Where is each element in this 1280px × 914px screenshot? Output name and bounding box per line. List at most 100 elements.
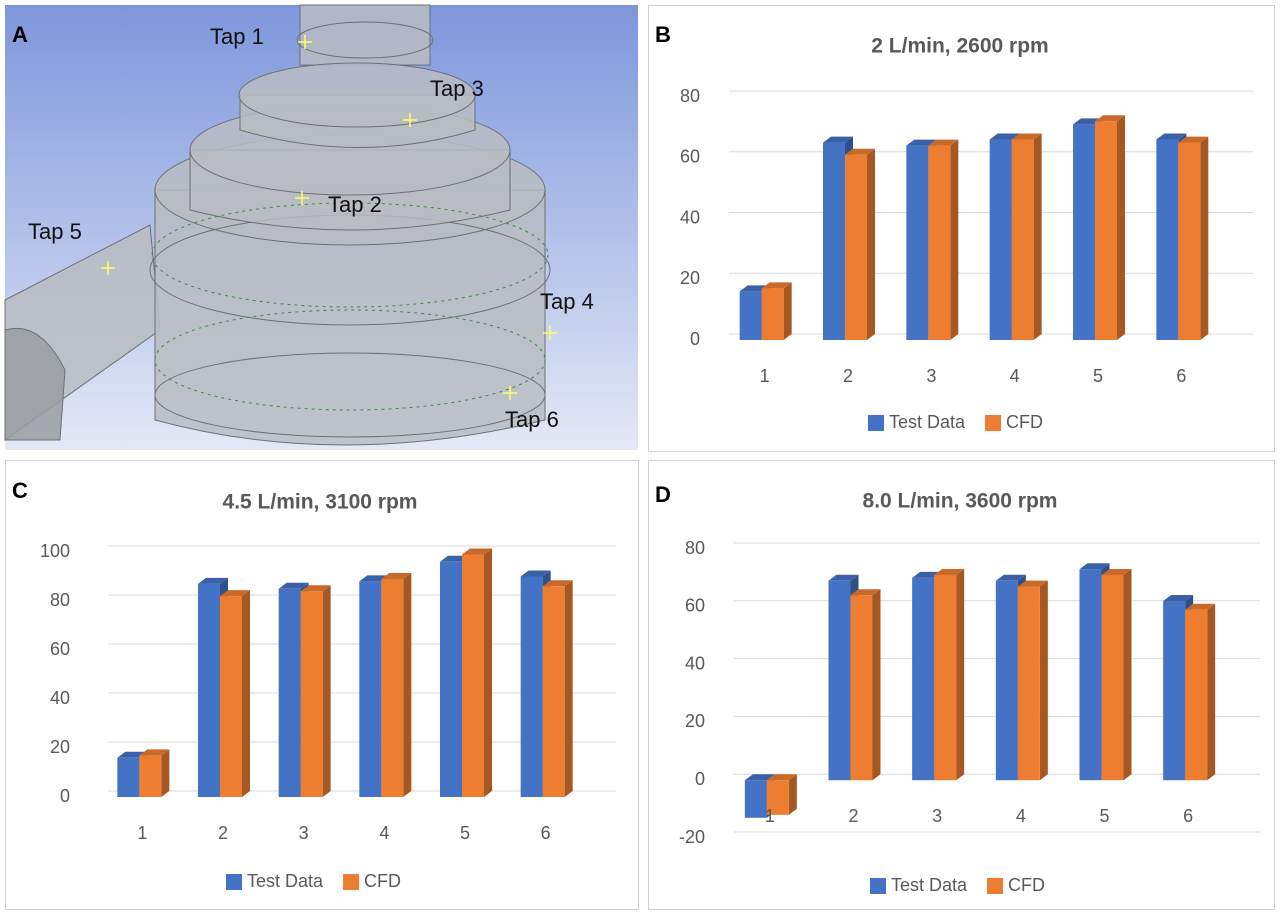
x-tick-label: 6 bbox=[541, 823, 551, 843]
x-tick-label: 4 bbox=[1016, 806, 1026, 826]
legend-label: Test Data bbox=[889, 412, 966, 432]
bar bbox=[198, 584, 220, 797]
bar-side bbox=[565, 580, 573, 797]
x-tick-label: 1 bbox=[760, 366, 770, 386]
y-tick-label: 80 bbox=[50, 590, 70, 610]
y-tick-label: 80 bbox=[680, 86, 700, 106]
x-tick-label: 5 bbox=[1093, 366, 1103, 386]
x-tick-label: 5 bbox=[460, 823, 470, 843]
x-tick-label: 2 bbox=[848, 806, 858, 826]
tap-label: Tap 3 bbox=[430, 76, 484, 101]
bar bbox=[462, 554, 484, 797]
tap-label: Tap 4 bbox=[540, 289, 594, 314]
bar-side bbox=[956, 569, 964, 780]
bar bbox=[543, 586, 565, 797]
legend-swatch bbox=[343, 874, 359, 890]
chart-title: 4.5 L/min, 3100 rpm bbox=[223, 491, 418, 514]
bar bbox=[845, 155, 867, 340]
y-tick-label: 100 bbox=[40, 541, 70, 561]
legend-swatch bbox=[987, 878, 1003, 894]
legend-label: CFD bbox=[364, 871, 401, 891]
bar bbox=[829, 581, 851, 780]
bar bbox=[928, 146, 950, 340]
bar bbox=[1185, 610, 1207, 781]
bar bbox=[1095, 121, 1117, 340]
y-tick-label: 40 bbox=[685, 653, 705, 673]
tap-label: Tap 6 bbox=[505, 407, 559, 432]
bar bbox=[279, 589, 301, 797]
bar-side bbox=[1200, 137, 1208, 340]
x-tick-label: 5 bbox=[1099, 806, 1109, 826]
page: {"panel_a": {"label": "A", "taps": ["Tap… bbox=[0, 0, 1280, 914]
bar bbox=[359, 581, 381, 797]
figure: Tap 1Tap 3Tap 2Tap 5Tap 4Tap 6 A B2 L/mi… bbox=[0, 0, 1280, 914]
legend-label: CFD bbox=[1008, 875, 1045, 895]
x-tick-label: 1 bbox=[765, 806, 775, 826]
bar-side bbox=[403, 573, 411, 797]
x-tick-label: 1 bbox=[137, 823, 147, 843]
bar bbox=[762, 288, 784, 340]
bar-side bbox=[867, 149, 875, 340]
bar bbox=[220, 596, 242, 797]
bar bbox=[912, 578, 934, 780]
bar bbox=[117, 758, 139, 797]
y-tick-label: 0 bbox=[690, 329, 700, 349]
bar-side bbox=[1124, 569, 1132, 780]
x-tick-label: 6 bbox=[1176, 366, 1186, 386]
bar bbox=[1156, 140, 1178, 340]
x-tick-label: 2 bbox=[843, 366, 853, 386]
bar bbox=[1012, 140, 1034, 340]
chart-title: 2 L/min, 2600 rpm bbox=[871, 35, 1048, 58]
legend-swatch bbox=[868, 415, 884, 431]
bar bbox=[1102, 575, 1124, 780]
bar-side bbox=[873, 589, 881, 780]
x-tick-label: 6 bbox=[1183, 806, 1193, 826]
bar bbox=[740, 291, 762, 340]
bar-side bbox=[161, 749, 169, 797]
bar bbox=[996, 581, 1018, 780]
y-tick-label: 0 bbox=[60, 786, 70, 806]
legend-swatch bbox=[985, 415, 1001, 431]
tap-label: Tap 5 bbox=[28, 219, 82, 244]
x-tick-label: 2 bbox=[218, 823, 228, 843]
bar bbox=[1073, 124, 1095, 340]
panel-letter: B bbox=[655, 22, 671, 47]
legend-swatch bbox=[870, 878, 886, 894]
legend-label: Test Data bbox=[247, 871, 324, 891]
bar bbox=[1018, 587, 1040, 781]
legend-label: CFD bbox=[1006, 412, 1043, 432]
bar-side bbox=[1117, 115, 1125, 340]
tap-label: Tap 2 bbox=[328, 192, 382, 217]
bar bbox=[823, 143, 845, 340]
y-tick-label: 20 bbox=[685, 711, 705, 731]
x-tick-label: 4 bbox=[379, 823, 389, 843]
bar bbox=[934, 575, 956, 780]
bar bbox=[1178, 143, 1200, 340]
legend-label: Test Data bbox=[891, 875, 968, 895]
bar bbox=[301, 591, 323, 797]
bar-side bbox=[789, 774, 797, 815]
x-tick-label: 3 bbox=[932, 806, 942, 826]
bar bbox=[1163, 601, 1185, 780]
panel-letter: D bbox=[655, 482, 671, 507]
bar-side bbox=[1040, 581, 1048, 781]
legend-swatch bbox=[226, 874, 242, 890]
bar-side bbox=[784, 282, 792, 340]
bar bbox=[440, 562, 462, 797]
y-tick-label: 40 bbox=[680, 207, 700, 227]
bar bbox=[745, 780, 767, 818]
y-tick-label: 20 bbox=[50, 737, 70, 757]
bar bbox=[990, 140, 1012, 340]
chart-title: 8.0 L/min, 3600 rpm bbox=[863, 490, 1058, 513]
bar-side bbox=[950, 140, 958, 340]
x-tick-label: 3 bbox=[926, 366, 936, 386]
bar bbox=[139, 755, 161, 797]
y-tick-label: 80 bbox=[685, 538, 705, 558]
tap-label: Tap 1 bbox=[210, 24, 264, 49]
bar bbox=[906, 146, 928, 340]
panel-letter: C bbox=[12, 478, 28, 503]
y-tick-label: 0 bbox=[695, 769, 705, 789]
